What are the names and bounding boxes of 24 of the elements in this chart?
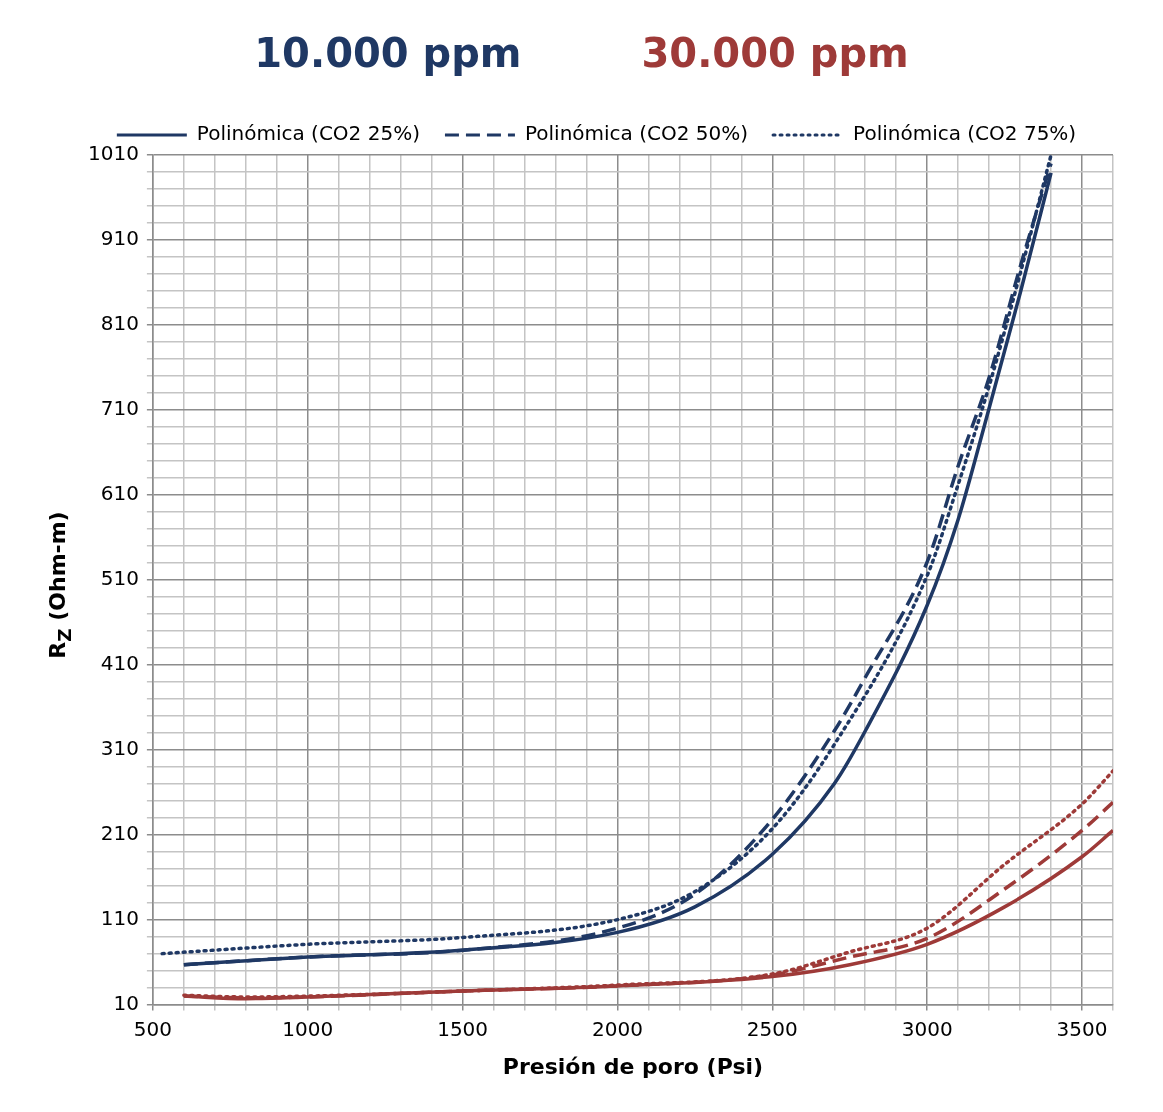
- y-tick-label: 210: [100, 820, 139, 845]
- x-tick-label: 2500: [746, 1016, 798, 1041]
- y-tick-label: 510: [100, 566, 139, 590]
- y-tick-label: 710: [100, 396, 139, 421]
- x-tick-label: 2000: [592, 1016, 643, 1041]
- x-tick-label: 3500: [1056, 1016, 1108, 1041]
- legend-label: Polinómica (CO2 25%): [196, 121, 420, 146]
- x-tick-label: 1500: [437, 1016, 489, 1041]
- chart-title: 10.000 ppm: [254, 30, 522, 76]
- y-tick-label: 110: [100, 905, 139, 930]
- x-tick-label: 1000: [282, 1016, 334, 1041]
- legend-label: Polinómica (CO2 50%): [524, 121, 749, 146]
- x-axis-title: Presión de poro (Psi): [502, 1053, 764, 1079]
- y-tick-label: 410: [100, 650, 139, 675]
- y-tick-label: 310: [100, 735, 139, 760]
- chart-subtitle: 30.000 ppm: [641, 30, 909, 76]
- x-tick-label: 3000: [901, 1016, 953, 1041]
- x-tick-label: 500: [133, 1016, 172, 1041]
- y-tick-label: 610: [100, 481, 139, 506]
- legend-label: Polinómica (CO2 75%): [853, 121, 1077, 146]
- y-tick-label: 1010: [87, 141, 139, 166]
- y-tick-label: 810: [100, 311, 139, 336]
- y-tick-label: 10: [113, 990, 139, 1015]
- y-tick-label: 910: [100, 226, 139, 251]
